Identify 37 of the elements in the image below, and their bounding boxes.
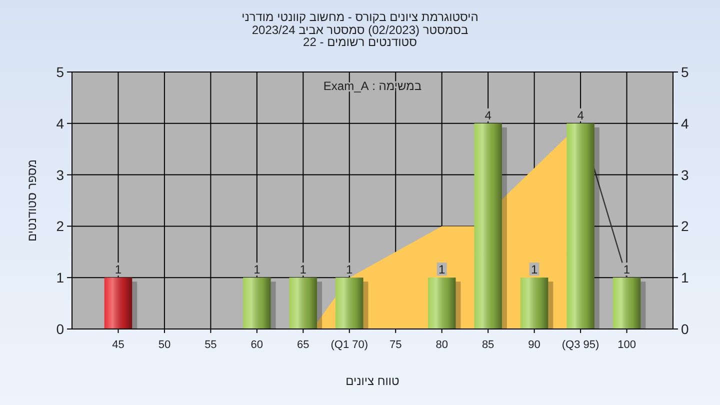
x-tick-label: 90 (528, 339, 540, 351)
x-tick-label: 50 (158, 339, 171, 351)
y2-tick-label: 3 (681, 166, 689, 183)
data-label: 1 (254, 262, 261, 277)
chart-subtitle: בסמסטר (02/2023) סמסטר אביב 2023/24 סטודנטים רשומים - 22 (252, 23, 468, 49)
y-tick-label: 2 (56, 218, 64, 234)
x-tick-label: 45 (112, 339, 124, 351)
y-tick-label: 1 (56, 270, 64, 286)
x-tick-label: 60 (250, 339, 264, 351)
y-tick-label: 5 (56, 64, 64, 80)
x-tick-label: (Q3 95) (562, 339, 600, 351)
y2-tick-label: 5 (681, 64, 689, 80)
data-label: 4 (577, 108, 584, 122)
y-tick-label: 3 (56, 166, 64, 183)
x-tick-label: 100 (618, 339, 636, 351)
x-tick-label: 65 (297, 339, 310, 351)
data-label: 4 (484, 108, 492, 122)
data-label: 1 (346, 262, 354, 277)
y2-tick-label: 4 (681, 115, 689, 132)
y-tick-label: 4 (56, 115, 64, 132)
data-label: 1 (530, 262, 538, 277)
y-tick-label: 0 (56, 321, 64, 337)
data-label: 1 (623, 262, 630, 277)
x-tick-label: 80 (436, 339, 448, 351)
x-tick-label: (Q1 70) (330, 339, 368, 351)
data-label: 1 (300, 262, 307, 277)
x-tick-label: 75 (389, 339, 402, 351)
x-tick-label: 85 (482, 339, 494, 351)
y2-tick-label: 1 (681, 270, 689, 286)
x-axis-title: טווח ציונים (346, 374, 400, 388)
y-axis-title: מספר סטודנטים (25, 159, 39, 242)
y2-tick-label: 0 (681, 321, 689, 337)
y2-tick-label: 2 (681, 218, 689, 234)
data-label: 1 (438, 262, 446, 277)
chart-title: היסטוגרמת ציונים בקורס - מחשוב קוונטי מודרני (242, 10, 478, 24)
x-tick-label: 55 (204, 339, 217, 351)
data-label: 1 (114, 262, 122, 277)
